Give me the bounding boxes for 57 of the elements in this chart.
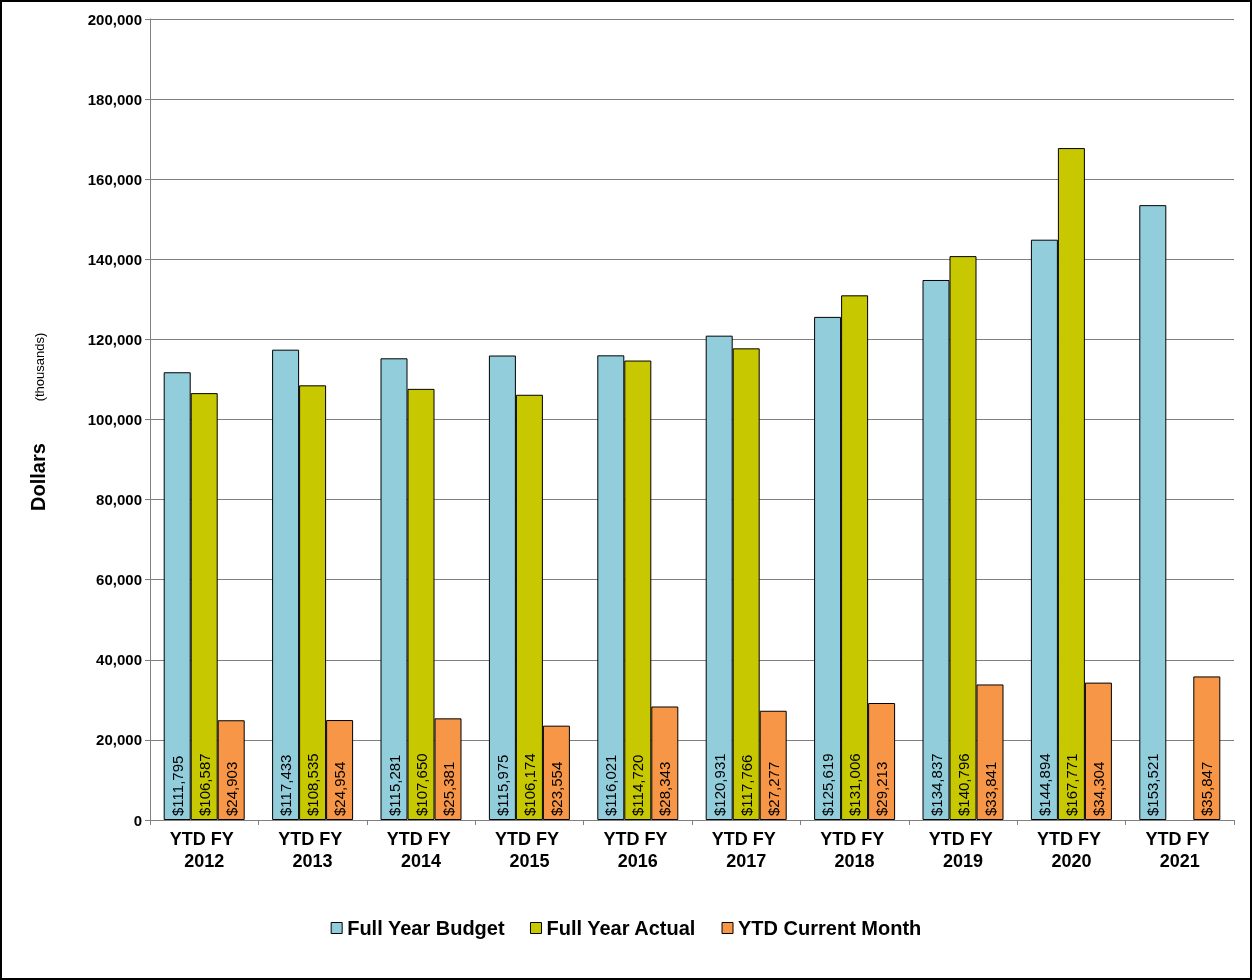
data-label: $111,795 — [168, 755, 186, 816]
legend-label: Full Year Actual — [546, 917, 696, 939]
data-label: $33,841 — [981, 761, 999, 816]
data-label: $106,587 — [195, 753, 213, 816]
bar — [1193, 676, 1221, 820]
x-tick-label: YTD FY 2020 — [1037, 829, 1106, 871]
data-label: $27,277 — [764, 761, 782, 816]
data-label: $106,174 — [520, 753, 538, 816]
text: (thousands) — [31, 332, 47, 402]
data-label: $114,720 — [629, 754, 647, 816]
y-tick-label: 140,000 — [87, 250, 142, 268]
x-tick-label: YTD FY 2017 — [711, 829, 781, 871]
data-label: $24,903 — [222, 761, 240, 816]
x-tick-label: YTD FY 2014 — [386, 829, 456, 871]
data-label: $25,381 — [439, 761, 457, 816]
data-label: $153,521 — [1144, 753, 1162, 816]
data-label: $107,650 — [412, 753, 430, 816]
y-tick-label: 160,000 — [87, 170, 142, 188]
data-label: $120,931 — [710, 753, 728, 816]
x-tick-label: YTD FY 2018 — [820, 829, 889, 871]
legend-label: Full Year Budget — [347, 917, 505, 939]
data-label: $24,954 — [331, 761, 349, 816]
bar — [1139, 205, 1167, 820]
data-label: $117,766 — [737, 754, 755, 816]
y-tick-label: 100,000 — [87, 411, 142, 428]
y-tick-label: 80,000 — [96, 491, 142, 509]
y-axis-title: Dollars — [27, 443, 49, 511]
y-tick-label: 20,000 — [96, 731, 142, 749]
x-tick-label: YTD FY 2015 — [495, 829, 564, 871]
x-tick-label: YTD FY 2019 — [928, 829, 998, 871]
data-label: $28,343 — [656, 761, 674, 816]
data-label: $167,771 — [1062, 753, 1080, 816]
x-tick-label: YTD FY 2013 — [278, 829, 347, 871]
data-label: $117,433 — [277, 754, 295, 816]
y-tick-label: 120,000 — [87, 330, 142, 348]
data-label: $23,554 — [547, 761, 565, 816]
data-label: $35,847 — [1198, 761, 1216, 816]
x-tick-label: YTD FY 2021 — [1145, 829, 1215, 871]
data-label: $125,619 — [819, 753, 837, 816]
data-label: $115,281 — [385, 754, 403, 816]
data-label: $134,837 — [927, 753, 945, 816]
legend-label: YTD Current Month — [738, 917, 922, 939]
data-label: $140,796 — [954, 753, 972, 816]
data-label: $108,535 — [304, 753, 322, 816]
x-tick-label: YTD FY 2016 — [603, 829, 673, 871]
data-label: $144,894 — [1035, 753, 1053, 816]
data-label: $34,304 — [1089, 761, 1107, 816]
y-tick-label: 40,000 — [96, 651, 142, 669]
data-label: $116,021 — [602, 754, 620, 816]
y-tick-label: 180,000 — [87, 90, 142, 108]
data-label: $29,213 — [873, 761, 891, 816]
data-label: $115,975 — [493, 754, 511, 816]
y-tick-label: 200,000 — [87, 10, 142, 28]
y-tick-label: 60,000 — [96, 571, 142, 589]
x-tick-label: YTD FY 2012 — [169, 829, 239, 871]
y-tick-label: 0 — [133, 811, 142, 829]
data-label: $131,006 — [846, 753, 864, 816]
